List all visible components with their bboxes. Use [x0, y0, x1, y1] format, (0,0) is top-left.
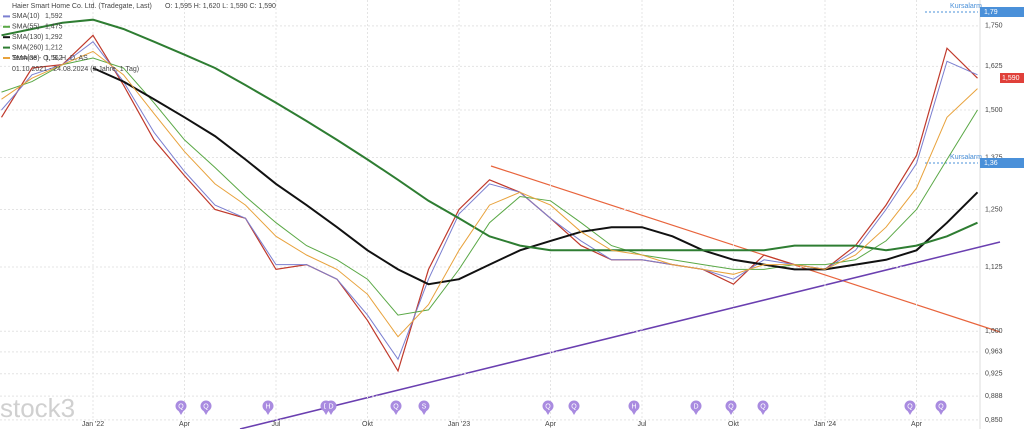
event-pin [938, 410, 944, 415]
event-marker [262, 400, 274, 412]
alarm-label: Kursalarm [950, 154, 982, 161]
x-tick-label: Jan '22 [82, 421, 104, 428]
event-marker [418, 400, 430, 412]
alarm-price: 1,36 [984, 160, 998, 167]
x-tick-label: Jul [638, 421, 647, 428]
event-pin [631, 410, 637, 415]
legend-value: 1,562 [45, 55, 63, 62]
legend-label: SMA(260) [12, 44, 44, 51]
event-pin [328, 410, 334, 415]
title: Haier Smart Home Co. Ltd. (Tradegate, La… [12, 3, 152, 10]
event-label: Q [571, 403, 577, 410]
y-tick-label: 1,500 [985, 107, 1003, 114]
event-marker [325, 400, 337, 412]
alarm-label: Kursalarm [950, 3, 982, 10]
event-pin [393, 410, 399, 415]
y-tick-label: 1,625 [985, 63, 1003, 70]
event-marker [628, 400, 640, 412]
legend-value: 1,292 [45, 34, 63, 41]
price-box [1000, 73, 1024, 83]
event-pin [693, 410, 699, 415]
series-line [1, 57, 978, 316]
x-tick-label: Apr [545, 421, 557, 428]
event-label: Q [938, 403, 944, 410]
x-tick-label: Jan '23 [448, 421, 470, 428]
legend-label: SMA(38) [12, 55, 40, 62]
event-label: Q [907, 403, 913, 410]
y-tick-label: 0,888 [985, 393, 1003, 400]
y-tick-label: 0,850 [985, 417, 1003, 424]
legend-label: SMA(10) [12, 13, 40, 20]
trend-line [490, 165, 1001, 333]
termine: Termine - Q, S, H, D, AS [12, 55, 88, 62]
event-label: Q [203, 403, 209, 410]
event-marker [935, 400, 947, 412]
event-marker [568, 400, 580, 412]
legend-label: SMA(55) [12, 24, 40, 31]
event-pin [545, 410, 551, 415]
alarm-box [980, 7, 1024, 17]
y-tick-label: 1,375 [985, 154, 1003, 161]
event-label: Q [545, 403, 551, 410]
legend-value: 1,212 [45, 44, 63, 51]
event-marker [757, 400, 769, 412]
event-label: Q [728, 403, 734, 410]
event-pin [178, 410, 184, 415]
series-line [1, 50, 978, 338]
event-pin [421, 410, 427, 415]
event-marker [542, 400, 554, 412]
x-tick-label: Apr [179, 421, 191, 428]
x-tick-label: Jan '24 [814, 421, 836, 428]
header: Haier Smart Home Co. Ltd. (Tradegate, La… [12, 3, 276, 73]
alarm-box [980, 158, 1024, 168]
legend-label: SMA(130) [12, 34, 44, 41]
y-tick-label: 0,963 [985, 349, 1003, 356]
event-label: S [422, 403, 427, 410]
event-pin [728, 410, 734, 415]
event-pin [323, 410, 329, 415]
series-line [92, 67, 979, 286]
event-label: Q [393, 403, 399, 410]
alarm-price: 1,79 [984, 9, 998, 16]
price-label: 1,590 [1002, 75, 1020, 82]
series-line [1, 18, 978, 252]
event-pin [203, 410, 209, 415]
event-marker [175, 400, 187, 412]
y-tick-label: 1,125 [985, 264, 1003, 271]
y-tick-label: 1,750 [985, 23, 1003, 30]
event-pin [571, 410, 577, 415]
x-tick-label: Okt [362, 421, 373, 428]
legend-value: 1,592 [45, 13, 63, 20]
event-pin [760, 410, 766, 415]
ohlc: O: 1,595 H: 1,620 L: 1,590 C: 1,590 [165, 3, 276, 10]
event-marker [725, 400, 737, 412]
watermark: stock3 [0, 393, 75, 423]
x-tick-label: Okt [728, 421, 739, 428]
event-label: Q [178, 403, 184, 410]
x-tick-label: Jul [272, 421, 281, 428]
trend-line [239, 241, 1001, 429]
event-label: D [693, 403, 698, 410]
y-tick-label: 1,250 [985, 206, 1003, 213]
event-pin [907, 410, 913, 415]
range: 01.10.2021 - 24.08.2024 (3 Jahre, 1 Tag) [12, 66, 139, 73]
legend-value: 1,475 [45, 24, 63, 31]
event-label: H [631, 403, 636, 410]
event-label: D [328, 403, 333, 410]
event-label: Q [760, 403, 766, 410]
event-label: H [265, 403, 270, 410]
event-marker [390, 400, 402, 412]
y-tick-label: 1,000 [985, 328, 1003, 335]
event-marker [904, 400, 916, 412]
event-marker [690, 400, 702, 412]
event-marker [200, 400, 212, 412]
y-tick-label: 0,925 [985, 371, 1003, 378]
event-pin [265, 410, 271, 415]
x-tick-label: Apr [911, 421, 923, 428]
